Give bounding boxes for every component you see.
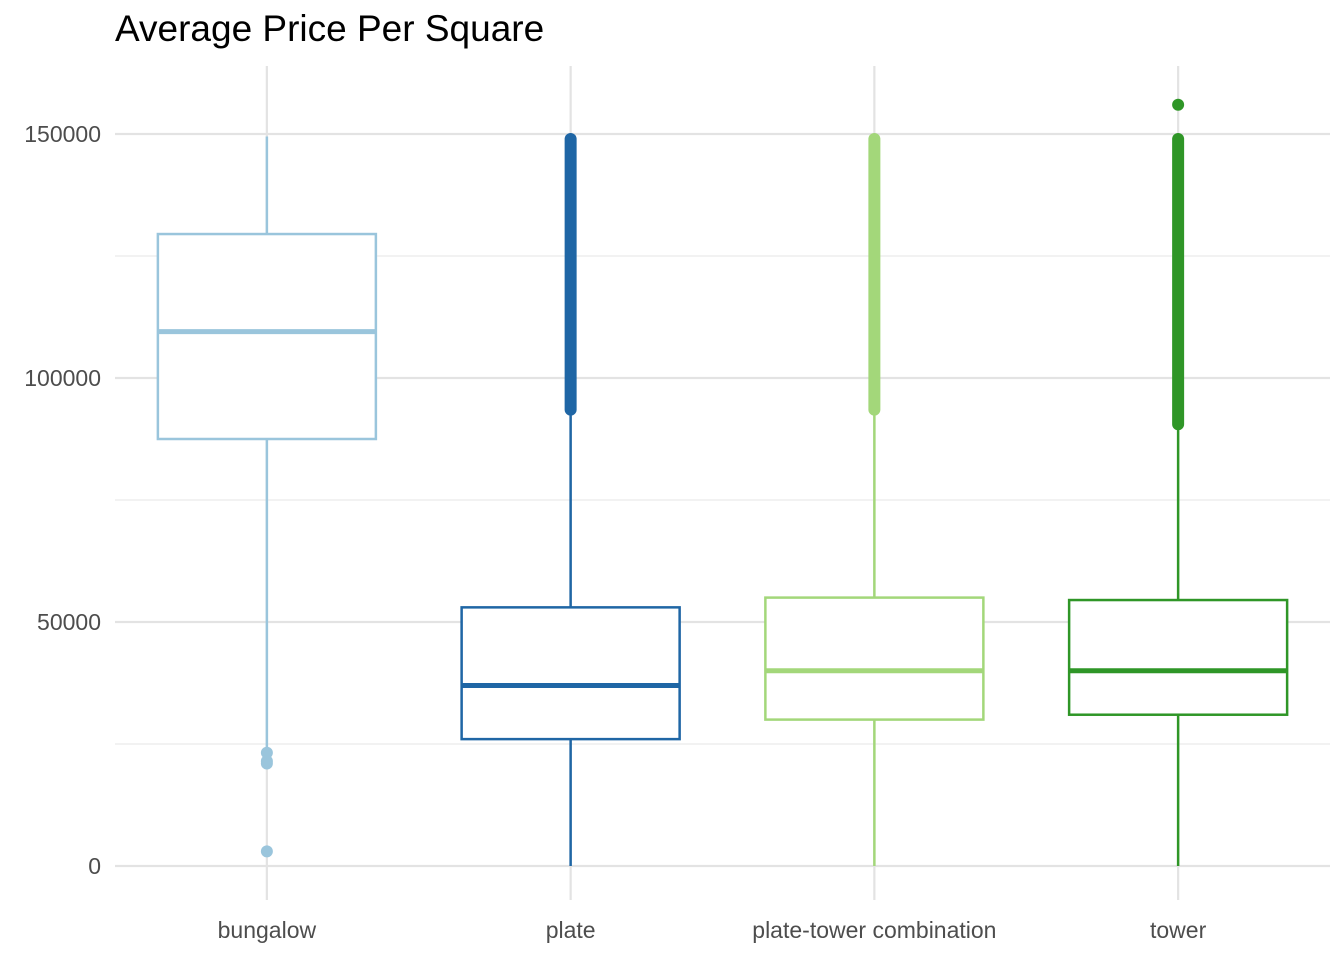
iqr-box [156, 232, 378, 441]
box-bungalow [156, 136, 378, 858]
x-tick-label: tower [1150, 917, 1207, 943]
outlier-point [260, 746, 273, 759]
axis-layer: 0 50000 100000 150000 bungalow plate plate-tow… [24, 121, 1206, 943]
grid-layer [115, 66, 1330, 900]
y-tick-label: 0 [88, 853, 101, 879]
x-tick-label: plate [546, 917, 596, 943]
outlier-band [868, 133, 881, 416]
outlier-point [260, 755, 273, 768]
chart-title: Average Price Per Square [115, 8, 545, 49]
x-tick-label: bungalow [218, 917, 317, 943]
outlier-point [1172, 98, 1185, 111]
y-tick-label: 150000 [24, 121, 101, 147]
iqr-box [460, 606, 681, 741]
outlier-point [260, 845, 273, 858]
box-layer [156, 98, 1289, 866]
y-tick-label: 50000 [37, 609, 101, 635]
iqr-box [1067, 598, 1289, 716]
iqr-box [764, 596, 985, 721]
box-tower [1067, 98, 1289, 866]
box-plate [460, 133, 681, 866]
outlier-band [1172, 133, 1185, 431]
box-plate-tower-combination [764, 133, 985, 866]
outlier-band [564, 133, 577, 416]
x-tick-label: plate-tower combination [752, 917, 996, 943]
y-tick-label: 100000 [24, 365, 101, 391]
